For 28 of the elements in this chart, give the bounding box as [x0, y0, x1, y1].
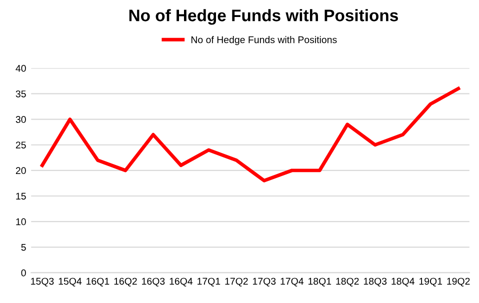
x-tick-label: 17Q3: [253, 278, 276, 286]
x-tick-label: 17Q1: [198, 278, 220, 286]
y-tick-label: 5: [21, 244, 26, 251]
y-tick-label: 25: [16, 142, 26, 148]
x-tick-label: 15Q3: [31, 278, 54, 286]
x-tick-label: 18Q4: [392, 278, 414, 286]
y-tick-label: 40: [16, 64, 26, 72]
x-tick-label: 17Q4: [280, 278, 304, 286]
x-tick-label: 16Q3: [142, 278, 165, 286]
y-tick-label: 15: [16, 192, 26, 200]
x-tick-label: 16Q4: [170, 278, 193, 286]
chart-title: No of Hedge Funds with Positions: [129, 9, 398, 25]
x-tick-label: 18Q2: [336, 278, 359, 286]
x-tick-label: 18Q1: [308, 278, 332, 286]
x-tick-label: 19Q2: [447, 278, 470, 286]
y-tick-label: 20: [16, 167, 26, 174]
legend-label: No of Hedge Funds with Positions: [191, 36, 337, 46]
x-tick-label: 17Q2: [225, 278, 248, 286]
x-tick-label: 19Q1: [419, 278, 442, 286]
x-tick-label: 16Q1: [86, 278, 110, 286]
x-tick-label: 16Q2: [114, 278, 137, 286]
y-tick-label: 0: [21, 269, 26, 276]
x-tick-label: 15Q4: [58, 278, 82, 286]
y-tick-label: 35: [16, 90, 26, 98]
x-tick-label: 18Q3: [364, 278, 387, 286]
y-tick-label: 10: [16, 218, 26, 226]
line-series: [40, 86, 460, 182]
y-tick-label: 30: [16, 116, 26, 123]
